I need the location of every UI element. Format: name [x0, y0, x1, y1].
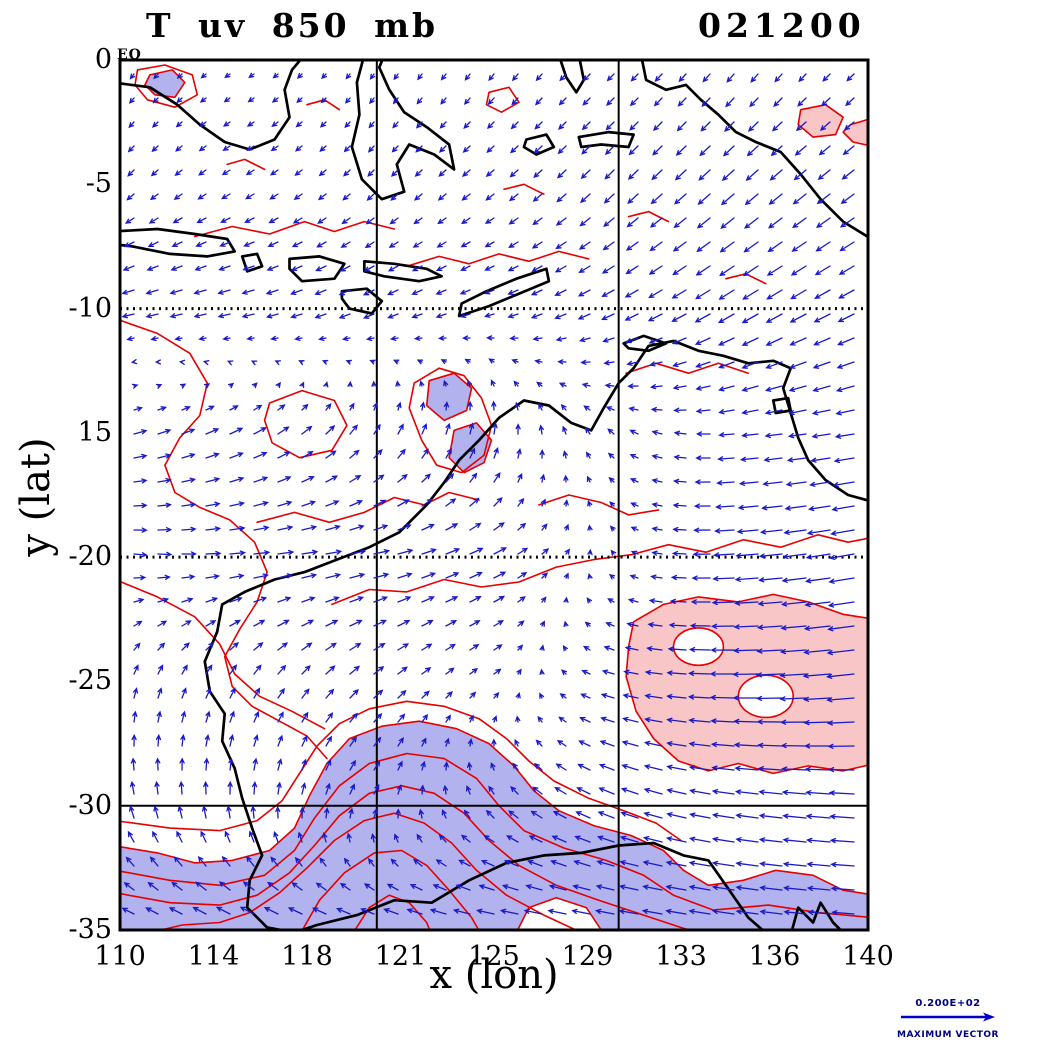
y-tick-label: -35	[68, 914, 112, 945]
y-tick-label: -20	[68, 541, 112, 573]
x-tick-label: 129	[561, 941, 614, 972]
x-tick-label: 136	[748, 941, 801, 972]
x-tick-label: 133	[655, 941, 707, 972]
max-vector-arrow-icon	[901, 1012, 995, 1022]
x-tick-label: 121	[374, 941, 427, 972]
x-tick-label: 114	[187, 941, 240, 972]
chart-timestamp: 021200	[698, 6, 866, 45]
temperature-contours	[120, 64, 868, 930]
shaded-regions	[120, 69, 868, 930]
x-axis-title: x (lon)	[429, 952, 559, 998]
max-vector-label: MAXIMUM VECTOR	[896, 1030, 999, 1040]
x-tick-label: 118	[281, 941, 333, 972]
y-tick-label: 15	[77, 416, 112, 448]
y-tick-label: -5	[85, 168, 112, 200]
plot-border	[118, 58, 870, 932]
chart-title: T uv 850 mb	[146, 6, 439, 45]
x-tick-label: 110	[94, 941, 146, 972]
y-tick-label: -25	[68, 665, 112, 697]
max-vector-legend: 0.200E+02 MAXIMUM VECTOR	[895, 998, 1001, 1040]
y-tick-label: -30	[68, 789, 112, 821]
y-tick-label: -10	[68, 292, 112, 324]
x-tick-label: 125	[468, 941, 520, 972]
wind-vectors	[121, 72, 855, 916]
max-vector-value: 0.200E+02	[915, 998, 981, 1009]
y-tick-label: 0	[94, 44, 112, 75]
x-tick-label: 140	[842, 941, 894, 972]
